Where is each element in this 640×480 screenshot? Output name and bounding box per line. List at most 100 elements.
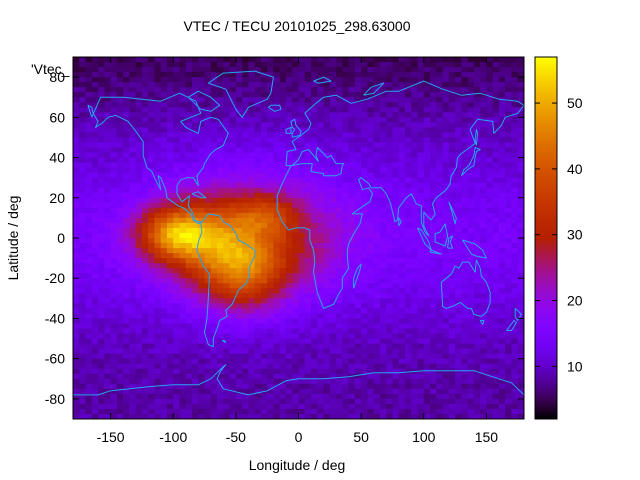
heatmap-cell (498, 77, 506, 83)
heatmap-cell (123, 132, 130, 139)
heatmap-cell (461, 253, 469, 259)
heatmap-cell (248, 393, 256, 400)
heatmap-cell (417, 413, 425, 419)
heatmap-cell (204, 318, 212, 325)
heatmap-cell (411, 343, 419, 350)
heatmap-cell (185, 248, 193, 254)
heatmap-cell (386, 62, 394, 68)
heatmap-cell (91, 383, 99, 390)
heatmap-cell (411, 137, 419, 144)
heatmap-cell (311, 97, 318, 103)
heatmap-cell (273, 72, 281, 78)
heatmap-cell (91, 77, 99, 83)
heatmap-cell (98, 248, 105, 254)
heatmap-cell (79, 403, 87, 410)
heatmap-cell (455, 112, 462, 118)
heatmap-cell (486, 107, 494, 113)
heatmap-cell (129, 258, 137, 264)
heatmap-cell (210, 373, 218, 380)
heatmap-cell (467, 192, 475, 199)
heatmap-cell (292, 227, 300, 234)
heatmap-cell (273, 172, 281, 179)
heatmap-cell (223, 273, 231, 279)
heatmap-cell (498, 82, 506, 88)
heatmap-cell (323, 313, 331, 320)
heatmap-cell (217, 398, 224, 405)
heatmap-cell (373, 127, 381, 134)
heatmap-cell (91, 293, 99, 299)
heatmap-cell (361, 172, 368, 179)
heatmap-cell (455, 147, 462, 154)
heatmap-cell (285, 258, 293, 264)
heatmap-cell (448, 77, 456, 83)
heatmap-cell (104, 303, 112, 309)
heatmap-cell (467, 172, 475, 179)
heatmap-cell (448, 408, 456, 415)
heatmap-cell (430, 348, 437, 355)
heatmap-cell (386, 348, 394, 355)
heatmap-cell (285, 127, 293, 134)
heatmap-cell (498, 197, 506, 204)
heatmap-cell (148, 243, 156, 249)
heatmap-cell (323, 232, 331, 239)
heatmap-cell (229, 393, 237, 400)
heatmap-cell (148, 328, 156, 335)
heatmap-cell (279, 92, 287, 98)
heatmap-cell (317, 207, 325, 214)
heatmap-cell (354, 177, 362, 184)
heatmap-cell (166, 187, 174, 194)
heatmap-cell (417, 348, 425, 355)
heatmap-cell (367, 268, 375, 274)
heatmap-cell (154, 152, 162, 159)
heatmap-cell (229, 232, 237, 239)
heatmap-cell (179, 383, 187, 390)
heatmap-cell (329, 253, 337, 259)
heatmap-cell (430, 398, 437, 405)
heatmap-cell (141, 298, 149, 304)
heatmap-cell (148, 147, 156, 154)
heatmap-cell (210, 368, 218, 375)
heatmap-cell (442, 338, 450, 345)
heatmap-cell (135, 97, 143, 103)
heatmap-cell (442, 403, 450, 410)
heatmap-cell (141, 408, 149, 415)
heatmap-cell (148, 413, 156, 419)
heatmap-cell (467, 258, 475, 264)
heatmap-cell (260, 212, 268, 219)
heatmap-cell (348, 358, 356, 365)
heatmap-cell (323, 227, 331, 234)
heatmap-cell (404, 117, 412, 123)
heatmap-cell (248, 413, 256, 419)
heatmap-cell (354, 373, 362, 380)
heatmap-cell (254, 363, 262, 370)
heatmap-cell (367, 398, 375, 405)
heatmap-cell (260, 157, 268, 164)
heatmap-cell (298, 202, 306, 209)
heatmap-cell (486, 182, 494, 189)
heatmap-cell (473, 288, 481, 294)
heatmap-cell (85, 192, 93, 199)
heatmap-cell (129, 167, 137, 174)
heatmap-cell (91, 288, 99, 294)
heatmap-cell (185, 152, 193, 159)
heatmap-cell (141, 263, 149, 269)
heatmap-cell (110, 152, 118, 159)
heatmap-cell (229, 162, 237, 169)
heatmap-cell (279, 77, 287, 83)
heatmap-cell (235, 408, 243, 415)
heatmap-cell (367, 167, 375, 174)
heatmap-cell (367, 328, 375, 335)
heatmap-cell (498, 323, 506, 330)
heatmap-cell (386, 403, 394, 410)
heatmap-cell (386, 328, 394, 335)
heatmap-cell (273, 227, 281, 234)
heatmap-cell (323, 303, 331, 309)
heatmap-cell (492, 157, 500, 164)
heatmap-cell (342, 323, 350, 330)
heatmap-cell (336, 82, 343, 88)
heatmap-cell (135, 338, 143, 345)
heatmap-cell (442, 378, 450, 385)
heatmap-cell (398, 248, 406, 254)
heatmap-cell (442, 207, 450, 214)
heatmap-cell (91, 102, 99, 108)
